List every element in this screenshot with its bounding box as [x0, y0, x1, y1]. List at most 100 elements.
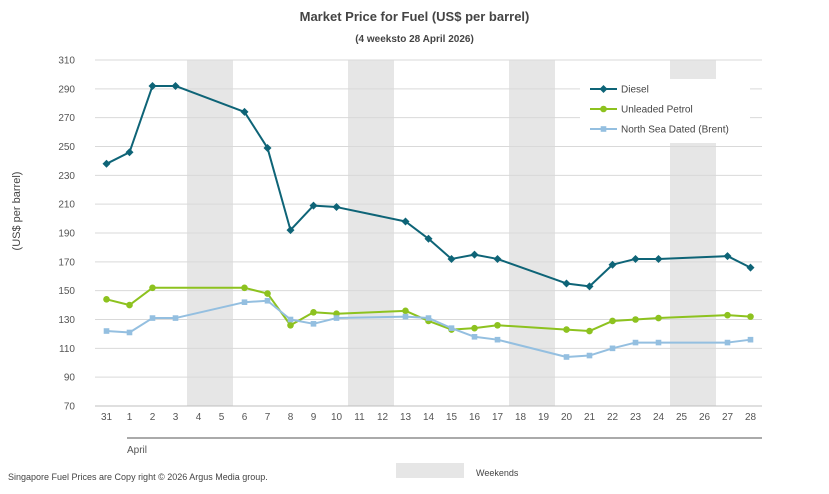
data-point: [563, 326, 570, 333]
data-point: [241, 299, 248, 305]
x-tick-label: 22: [607, 412, 619, 423]
data-point: [424, 234, 433, 243]
data-point: [471, 334, 478, 340]
x-tick-label: 18: [515, 412, 527, 423]
data-point: [149, 284, 156, 292]
data-point: [310, 321, 317, 327]
data-point: [600, 105, 607, 113]
data-point: [447, 254, 456, 263]
chart-subtitle: (4 weeksto 28 April 2026): [355, 34, 474, 45]
data-point: [494, 336, 501, 343]
data-point: [493, 254, 502, 263]
data-point: [585, 282, 594, 291]
y-tick-label: 170: [58, 257, 75, 268]
data-point: [562, 279, 571, 288]
data-point: [286, 226, 295, 235]
data-point: [333, 315, 340, 321]
weekends-legend-label: Weekends: [476, 468, 519, 478]
legend-label: Unleaded Petrol: [621, 105, 693, 116]
data-point: [241, 284, 248, 292]
data-point: [632, 339, 639, 346]
data-point: [309, 201, 318, 210]
x-tick-label: 14: [423, 412, 435, 423]
data-point: [287, 316, 294, 323]
data-point: [126, 329, 133, 336]
data-point: [599, 85, 608, 93]
data-point: [148, 81, 157, 90]
x-tick-label: 31: [101, 412, 113, 423]
y-tick-label: 150: [58, 286, 75, 297]
x-tick-label: 9: [311, 412, 317, 423]
data-point: [402, 313, 409, 320]
data-point: [240, 107, 249, 116]
y-tick-label: 310: [58, 56, 75, 67]
data-point: [609, 317, 616, 325]
y-tick-label: 270: [58, 113, 75, 124]
x-tick-label: 3: [173, 412, 179, 423]
data-point: [425, 315, 432, 321]
x-tick-label: 2: [150, 412, 156, 423]
data-point: [655, 314, 662, 322]
data-point: [102, 159, 111, 168]
x-axis-label: April: [127, 445, 147, 456]
copyright-text: Singapore Fuel Prices are Copy right © 2…: [8, 472, 268, 482]
x-tick-label: 11: [354, 412, 365, 423]
x-tick-label: 13: [400, 412, 412, 423]
x-tick-label: 20: [561, 412, 573, 423]
data-point: [654, 254, 663, 263]
y-tick-label: 250: [58, 142, 75, 153]
data-point: [172, 315, 179, 321]
data-point: [264, 297, 271, 304]
x-tick-label: 15: [446, 412, 458, 423]
x-tick-label: 19: [538, 412, 550, 423]
y-tick-label: 290: [58, 84, 75, 95]
x-tick-label: 12: [377, 412, 389, 423]
data-point: [171, 81, 180, 90]
series-line: [106, 286, 751, 333]
x-tick-label: 26: [699, 412, 711, 423]
y-tick-label: 210: [58, 200, 75, 211]
x-tick-label: 27: [722, 412, 734, 423]
y-tick-label: 90: [64, 373, 76, 384]
data-point: [263, 143, 272, 152]
x-tick-label: 1: [127, 412, 133, 423]
y-tick-label: 110: [59, 344, 75, 355]
data-point: [724, 311, 731, 319]
legend-label: North Sea Dated (Brent): [621, 125, 729, 136]
data-point: [631, 254, 640, 263]
x-tick-label: 8: [288, 412, 294, 423]
data-point: [608, 260, 617, 269]
data-point: [600, 126, 607, 132]
data-point: [103, 296, 110, 303]
data-point: [470, 250, 479, 259]
y-tick-label: 230: [58, 171, 75, 182]
data-point: [655, 339, 662, 346]
data-point: [747, 336, 754, 343]
data-point: [632, 316, 639, 323]
data-point: [724, 339, 731, 346]
x-tick-label: 23: [630, 412, 642, 423]
x-tick-label: 4: [196, 412, 202, 423]
x-tick-label: 10: [331, 412, 343, 423]
data-point: [747, 313, 754, 320]
y-tick-label: 70: [64, 402, 76, 413]
weekends-legend-swatch: [396, 463, 464, 478]
data-point: [126, 301, 133, 309]
data-point: [402, 307, 409, 315]
x-tick-label: 28: [745, 412, 757, 423]
data-point: [471, 324, 478, 332]
y-tick-label: 130: [58, 315, 75, 326]
x-tick-label: 25: [676, 412, 688, 423]
data-point: [494, 321, 501, 329]
data-point: [310, 308, 317, 316]
data-point: [401, 217, 410, 226]
data-point: [563, 354, 570, 360]
data-point: [287, 321, 294, 329]
x-tick-label: 7: [265, 412, 271, 423]
data-point: [448, 325, 455, 331]
y-tick-label: 190: [58, 229, 75, 240]
data-point: [746, 263, 755, 272]
data-point: [125, 148, 134, 157]
legend-label: Diesel: [621, 85, 649, 96]
